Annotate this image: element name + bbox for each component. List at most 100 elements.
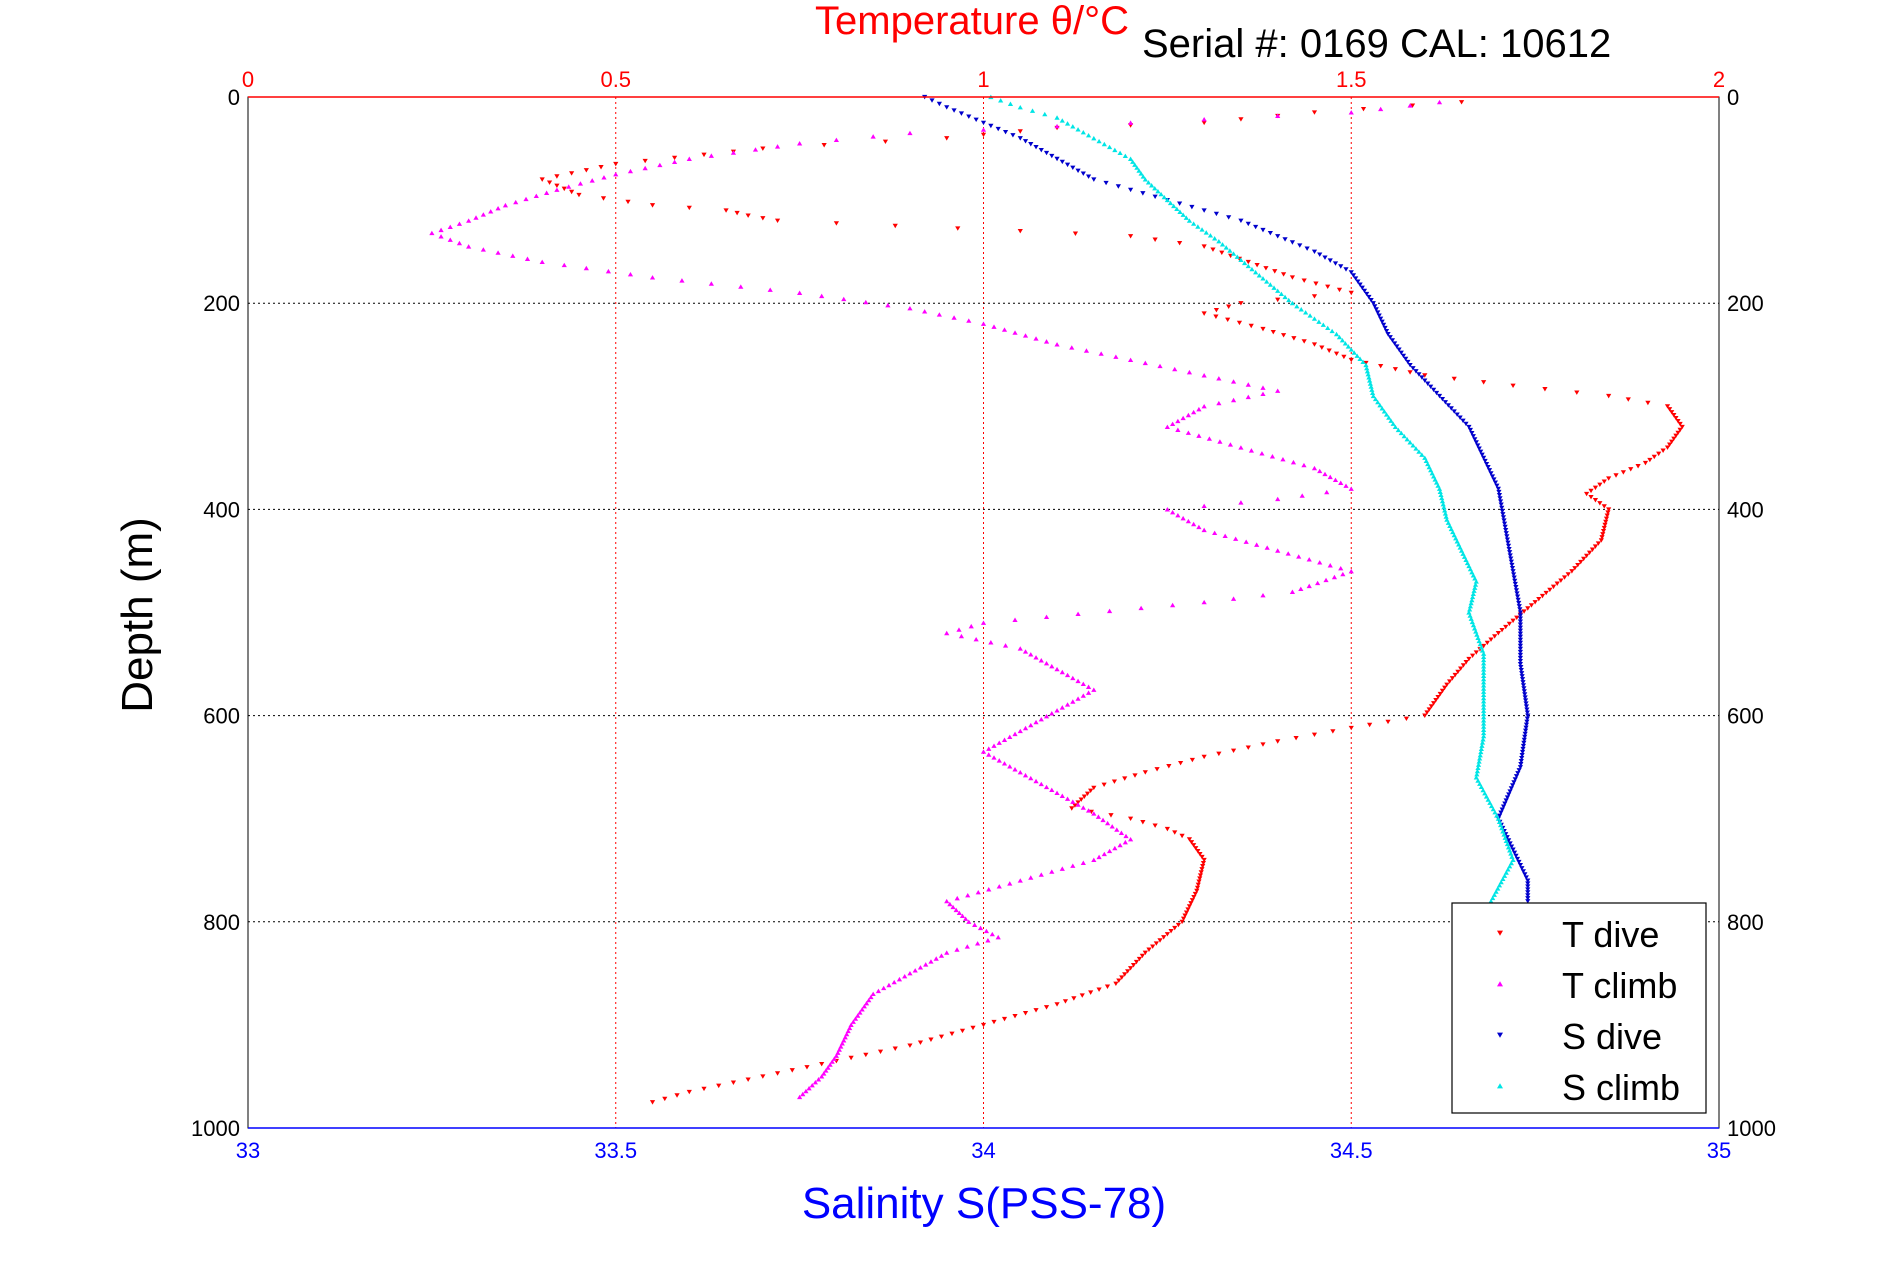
data-point bbox=[1245, 259, 1251, 265]
data-point bbox=[1440, 501, 1446, 507]
data-point bbox=[1172, 925, 1178, 931]
data-point bbox=[1457, 545, 1463, 550]
data-point bbox=[1476, 638, 1482, 644]
data-point bbox=[1547, 587, 1553, 593]
data-point bbox=[1270, 329, 1276, 335]
data-point bbox=[1175, 427, 1181, 432]
data-point bbox=[589, 178, 595, 183]
data-point bbox=[1177, 201, 1183, 206]
data-point bbox=[944, 136, 950, 141]
left-tick-label: 400 bbox=[203, 497, 240, 522]
data-point bbox=[1431, 474, 1437, 479]
data-point bbox=[1488, 637, 1494, 642]
data-point bbox=[1017, 769, 1023, 775]
data-point bbox=[1495, 631, 1501, 636]
data-point bbox=[1322, 471, 1328, 477]
data-point bbox=[1196, 406, 1202, 412]
data-point bbox=[1203, 230, 1209, 235]
data-point bbox=[1490, 806, 1496, 812]
data-point bbox=[1199, 867, 1205, 872]
data-point bbox=[1191, 843, 1197, 848]
data-point bbox=[1606, 507, 1612, 512]
data-point bbox=[1128, 966, 1134, 971]
data-point bbox=[938, 1034, 945, 1040]
data-point bbox=[966, 318, 972, 323]
data-point bbox=[1348, 290, 1354, 296]
data-point bbox=[1260, 592, 1266, 598]
data-point bbox=[1354, 353, 1360, 358]
data-point bbox=[1166, 764, 1172, 769]
data-point bbox=[1260, 391, 1266, 397]
data-point bbox=[1675, 418, 1681, 424]
data-point bbox=[1492, 634, 1498, 639]
data-point bbox=[1253, 269, 1259, 275]
data-point bbox=[1225, 317, 1231, 323]
data-point bbox=[1572, 566, 1578, 571]
data-point bbox=[996, 884, 1002, 889]
data-point bbox=[1201, 116, 1207, 122]
data-point bbox=[456, 221, 463, 226]
data-point bbox=[1260, 742, 1266, 747]
data-point bbox=[1467, 613, 1473, 618]
data-point bbox=[1436, 486, 1443, 491]
data-point bbox=[938, 953, 945, 958]
data-point bbox=[1080, 171, 1086, 176]
data-point bbox=[1452, 672, 1458, 678]
data-point bbox=[1064, 702, 1071, 707]
data-point bbox=[1248, 323, 1254, 329]
data-point bbox=[1001, 327, 1008, 332]
data-point bbox=[1098, 351, 1104, 356]
data-point bbox=[1458, 548, 1465, 553]
data-point bbox=[1378, 316, 1384, 322]
data-point bbox=[774, 144, 781, 149]
data-point bbox=[1500, 876, 1506, 882]
data-point bbox=[1389, 338, 1396, 343]
data-point bbox=[1238, 218, 1244, 224]
data-point bbox=[1191, 521, 1197, 527]
data-point bbox=[1524, 716, 1530, 721]
data-point bbox=[944, 105, 950, 110]
data-point bbox=[1481, 651, 1487, 656]
data-point bbox=[1217, 439, 1223, 444]
data-point bbox=[1119, 975, 1125, 980]
data-point bbox=[1478, 449, 1484, 455]
data-point bbox=[886, 982, 892, 988]
data-point bbox=[1677, 421, 1683, 427]
data-point bbox=[1378, 364, 1384, 369]
data-point bbox=[1605, 510, 1611, 515]
data-point bbox=[1038, 658, 1044, 663]
data-point bbox=[1469, 619, 1475, 625]
data-point bbox=[1458, 100, 1465, 105]
data-point bbox=[1481, 689, 1487, 694]
data-point bbox=[1512, 578, 1518, 584]
data-point bbox=[1201, 373, 1207, 378]
data-point bbox=[1303, 310, 1309, 315]
data-point bbox=[1123, 833, 1129, 839]
data-point bbox=[1382, 325, 1388, 331]
data-point bbox=[989, 931, 995, 937]
data-point bbox=[1142, 177, 1148, 182]
data-point bbox=[1267, 231, 1273, 236]
legend-marker bbox=[1497, 1083, 1503, 1089]
data-point bbox=[1499, 807, 1505, 812]
data-point bbox=[1592, 498, 1599, 503]
data-point bbox=[1022, 1011, 1029, 1016]
data-point bbox=[1149, 183, 1155, 188]
data-point bbox=[1017, 129, 1023, 134]
data-point bbox=[1357, 356, 1363, 361]
data-point bbox=[996, 758, 1002, 763]
data-point bbox=[1085, 132, 1092, 138]
data-point bbox=[1033, 336, 1039, 341]
data-point bbox=[1517, 622, 1524, 627]
data-point bbox=[1428, 704, 1435, 709]
data-point bbox=[1200, 860, 1207, 866]
data-point bbox=[561, 186, 567, 192]
right-tick-label: 200 bbox=[1727, 291, 1764, 316]
data-point bbox=[1667, 442, 1673, 447]
data-point bbox=[1059, 669, 1065, 675]
data-point bbox=[1505, 844, 1512, 850]
data-point bbox=[1271, 285, 1277, 290]
data-point bbox=[1317, 560, 1323, 565]
data-point bbox=[1201, 403, 1207, 409]
data-point bbox=[951, 315, 957, 320]
